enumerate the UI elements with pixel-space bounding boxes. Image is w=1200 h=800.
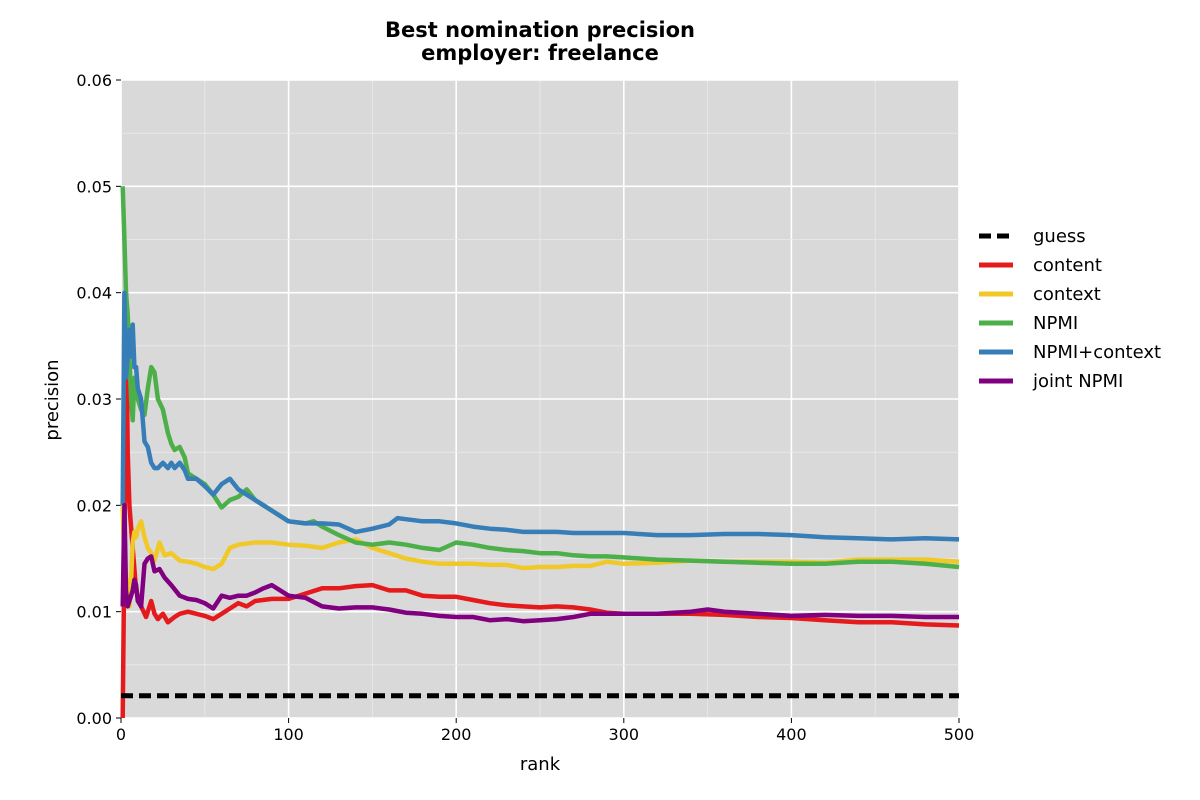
x-tick-label: 400 [776, 725, 807, 744]
x-tick-label: 100 [273, 725, 304, 744]
y-tick-label: 0.03 [76, 390, 112, 409]
chart-title: Best nomination precision [385, 18, 695, 42]
y-tick-label: 0.04 [76, 284, 112, 303]
series-line-joint-npmi [120, 503, 959, 624]
y-tick-label: 0.06 [76, 71, 112, 90]
y-tick-label: 0.00 [76, 709, 112, 728]
y-tick-label: 0.05 [76, 177, 112, 196]
legend-label: content [1033, 255, 1102, 276]
legend-label: joint NPMI [1032, 371, 1123, 392]
x-axis-label: rank [520, 754, 561, 775]
axes: 0 100 200 300 400 500 0.00 0.01 0.02 0.03 0.04 0.05… [76, 71, 974, 744]
legend-label: context [1033, 284, 1101, 305]
series-line-context [120, 505, 960, 609]
y-tick-label: 0.01 [76, 603, 112, 622]
y-tick-label: 0.02 [76, 496, 112, 515]
legend-label: guess [1033, 226, 1086, 247]
legend-label: NPMI [1033, 313, 1078, 334]
y-axis-label: precision [42, 359, 63, 440]
chart-subtitle: employer: freelance [421, 41, 659, 65]
series-layer [120, 186, 960, 719]
grid-lines [120, 79, 960, 719]
x-tick-label: 500 [944, 725, 975, 744]
x-tick-label: 300 [609, 725, 640, 744]
legend-label: NPMI+context [1033, 342, 1161, 363]
legend: guess content context NPMI NPMI+context joint… [979, 226, 1161, 392]
x-tick-label: 0 [116, 725, 126, 744]
x-tick-label: 200 [441, 725, 472, 744]
series-line-npmi-context [120, 290, 960, 542]
